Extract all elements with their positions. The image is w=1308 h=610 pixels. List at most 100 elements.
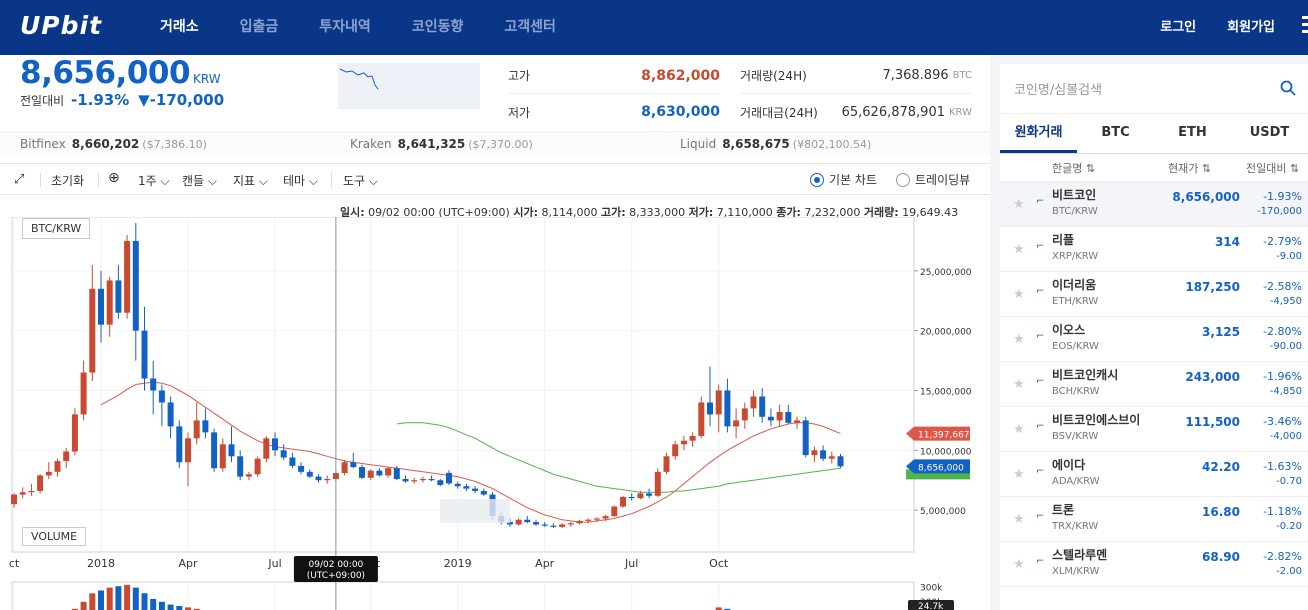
favorite-star-icon[interactable]: ★	[1013, 557, 1025, 572]
nav-investments[interactable]: 투자내역	[319, 19, 371, 35]
coin-name: 리플	[1052, 233, 1075, 247]
tab-eth[interactable]: ETH	[1178, 125, 1207, 140]
nav-coin-trends[interactable]: 코인동향	[411, 19, 464, 35]
login-link[interactable]: 로그인	[1160, 20, 1197, 35]
candle-body	[506, 522, 513, 525]
candle-body	[115, 280, 122, 313]
tradingview-radio[interactable]: 트레이딩뷰	[896, 171, 970, 188]
search-input[interactable]: 코인명/심볼검색	[1014, 83, 1103, 98]
coin-row[interactable]: ★ ⌐ 비트코인캐시 BCH/KRW 243,000 -1.96% -4,850	[1000, 362, 1308, 407]
mini-chart-icon: ⌐	[1036, 241, 1045, 252]
candle-body	[463, 486, 470, 489]
coin-row[interactable]: ★ ⌐ 리플 XRP/KRW 314 -2.79% -9.00	[1000, 227, 1308, 272]
price-chart[interactable]: 25,000,000 20,000,000 15,000,000 10,000,000…	[0, 217, 990, 610]
low-label: 저가	[508, 105, 531, 120]
volume-bar	[185, 607, 191, 610]
coin-pair: XRP/KRW	[1052, 251, 1099, 262]
candle-body	[741, 408, 748, 421]
candle-body	[228, 444, 235, 457]
candle-dropdown[interactable]: 캔들 ⌵	[182, 174, 218, 188]
candle-body	[324, 479, 331, 481]
tools-dropdown[interactable]: 도구 ⌵	[343, 174, 379, 188]
favorite-star-icon[interactable]: ★	[1013, 377, 1025, 392]
candle-body	[637, 493, 644, 499]
main-nav: 거래소 입출금 투자내역 코인동향 고객센터	[160, 16, 597, 36]
interval-dropdown[interactable]: 1주 ⌵	[138, 174, 170, 188]
top-navigation-bar: UPbit 거래소 입출금 투자내역 코인동향 고객센터 로그인 회원가입	[0, 0, 1308, 55]
pair-label: BTC/KRW	[22, 218, 91, 239]
candle-body	[124, 240, 131, 313]
candle-body	[550, 525, 557, 527]
high-value: 8,862,000	[641, 67, 720, 84]
mini-chart-icon: ⌐	[1036, 466, 1045, 477]
reset-button[interactable]: 초기화	[51, 174, 85, 188]
signup-link[interactable]: 회원가입	[1227, 20, 1275, 35]
candle-body	[202, 420, 209, 433]
favorite-star-icon[interactable]: ★	[1013, 512, 1025, 527]
candle-body	[80, 372, 87, 415]
volume-bar	[150, 598, 157, 610]
theme-dropdown[interactable]: 테마 ⌵	[283, 174, 319, 188]
sort-change[interactable]: 전일대비 ⇅	[1246, 161, 1300, 175]
favorite-star-icon[interactable]: ★	[1013, 287, 1025, 302]
menu-icon[interactable]	[1302, 16, 1308, 36]
candle-body	[533, 522, 539, 525]
nav-exchange[interactable]: 거래소	[160, 19, 199, 35]
volume-bar	[724, 608, 731, 610]
candle-body	[306, 471, 313, 477]
coin-row[interactable]: ★ ⌐ 이오스 EOS/KRW 3,125 -2.80% -90.00	[1000, 317, 1308, 362]
coin-pair: TRX/KRW	[1052, 521, 1099, 532]
radio-checked-icon	[810, 173, 824, 187]
favorite-star-icon[interactable]: ★	[1013, 467, 1025, 482]
candle-body	[193, 420, 200, 439]
ma-green-tag-bg	[906, 469, 970, 480]
favorite-star-icon[interactable]: ★	[1013, 242, 1025, 257]
basic-chart-radio[interactable]: 기본 차트	[810, 171, 877, 188]
coin-row[interactable]: ★ ⌐ 이더리움 ETH/KRW 187,250 -2.58% -4,950	[1000, 272, 1308, 317]
coin-change-pct: -1.18%	[1263, 505, 1302, 518]
coin-search[interactable]: 코인명/심볼검색	[1000, 64, 1308, 114]
candle-body	[663, 456, 670, 472]
coin-row[interactable]: ★ ⌐ 에이다 ADA/KRW 42.20 -1.63% -0.70	[1000, 452, 1308, 497]
coin-row[interactable]: ★ ⌐ 비트코인에스브이 BSV/KRW 111,500 -3.46% -4,000	[1000, 407, 1308, 452]
favorite-star-icon[interactable]: ★	[1013, 332, 1025, 347]
candle-body	[419, 479, 426, 481]
candle-body	[811, 450, 818, 456]
sort-price[interactable]: 현재가 ⇅	[1168, 161, 1212, 175]
coin-change-abs: -170,000	[1257, 206, 1302, 217]
amount-value: 65,626,878,901	[841, 104, 945, 120]
tab-btc[interactable]: BTC	[1101, 125, 1130, 140]
tab-usdt[interactable]: USDT	[1249, 125, 1290, 140]
volume-bar	[167, 604, 174, 610]
coin-price: 243,000	[1185, 370, 1240, 384]
candle-body	[45, 471, 52, 476]
coin-name: 에이다	[1052, 458, 1086, 472]
coin-change-abs: -0.20	[1276, 521, 1302, 532]
volume-current-tag: 24.7k	[918, 602, 944, 610]
candle-body	[158, 390, 165, 403]
globe-icon[interactable]: ⊕	[108, 170, 120, 186]
coin-row[interactable]: ★ ⌐ 스텔라루멘 XLM/KRW 68.90 -2.82% -2.00	[1000, 542, 1308, 587]
coin-row[interactable]: ★ ⌐ 비트코인 BTC/KRW 8,656,000 -1.93% -170,000	[1000, 182, 1308, 227]
search-icon[interactable]	[1280, 80, 1296, 96]
nav-support[interactable]: 고객센터	[504, 19, 556, 35]
volume-bar	[98, 590, 104, 610]
indicator-dropdown[interactable]: 지표 ⌵	[233, 174, 269, 188]
coin-price: 68.90	[1202, 550, 1240, 564]
fullscreen-icon[interactable]: ⤢	[14, 172, 25, 187]
exchange-liquid: Liquid 8,658,675 (¥802,100.54)	[680, 136, 872, 151]
price-summary: 8,656,000 KRW 전일대비 -1.93% ▼-170,000	[20, 55, 224, 109]
candle-body	[802, 420, 809, 456]
favorite-star-icon[interactable]: ★	[1013, 197, 1025, 212]
tab-krw[interactable]: 원화거래	[1000, 114, 1077, 153]
change-percent: -1.93%	[71, 91, 130, 109]
sort-name[interactable]: 한글명 ⇅	[1052, 161, 1096, 175]
volume-value: 7,368.896	[882, 68, 949, 83]
coin-row[interactable]: ★ ⌐ 트론 TRX/KRW 16.80 -1.18% -0.20	[1000, 497, 1308, 542]
nav-deposit-withdraw[interactable]: 입출금	[239, 19, 279, 35]
coin-pair: ETH/KRW	[1052, 296, 1099, 307]
upbit-logo[interactable]: UPbit	[20, 11, 103, 40]
favorite-star-icon[interactable]: ★	[1013, 422, 1025, 437]
coin-name: 이더리움	[1052, 278, 1097, 292]
coin-name: 비트코인캐시	[1052, 368, 1119, 382]
